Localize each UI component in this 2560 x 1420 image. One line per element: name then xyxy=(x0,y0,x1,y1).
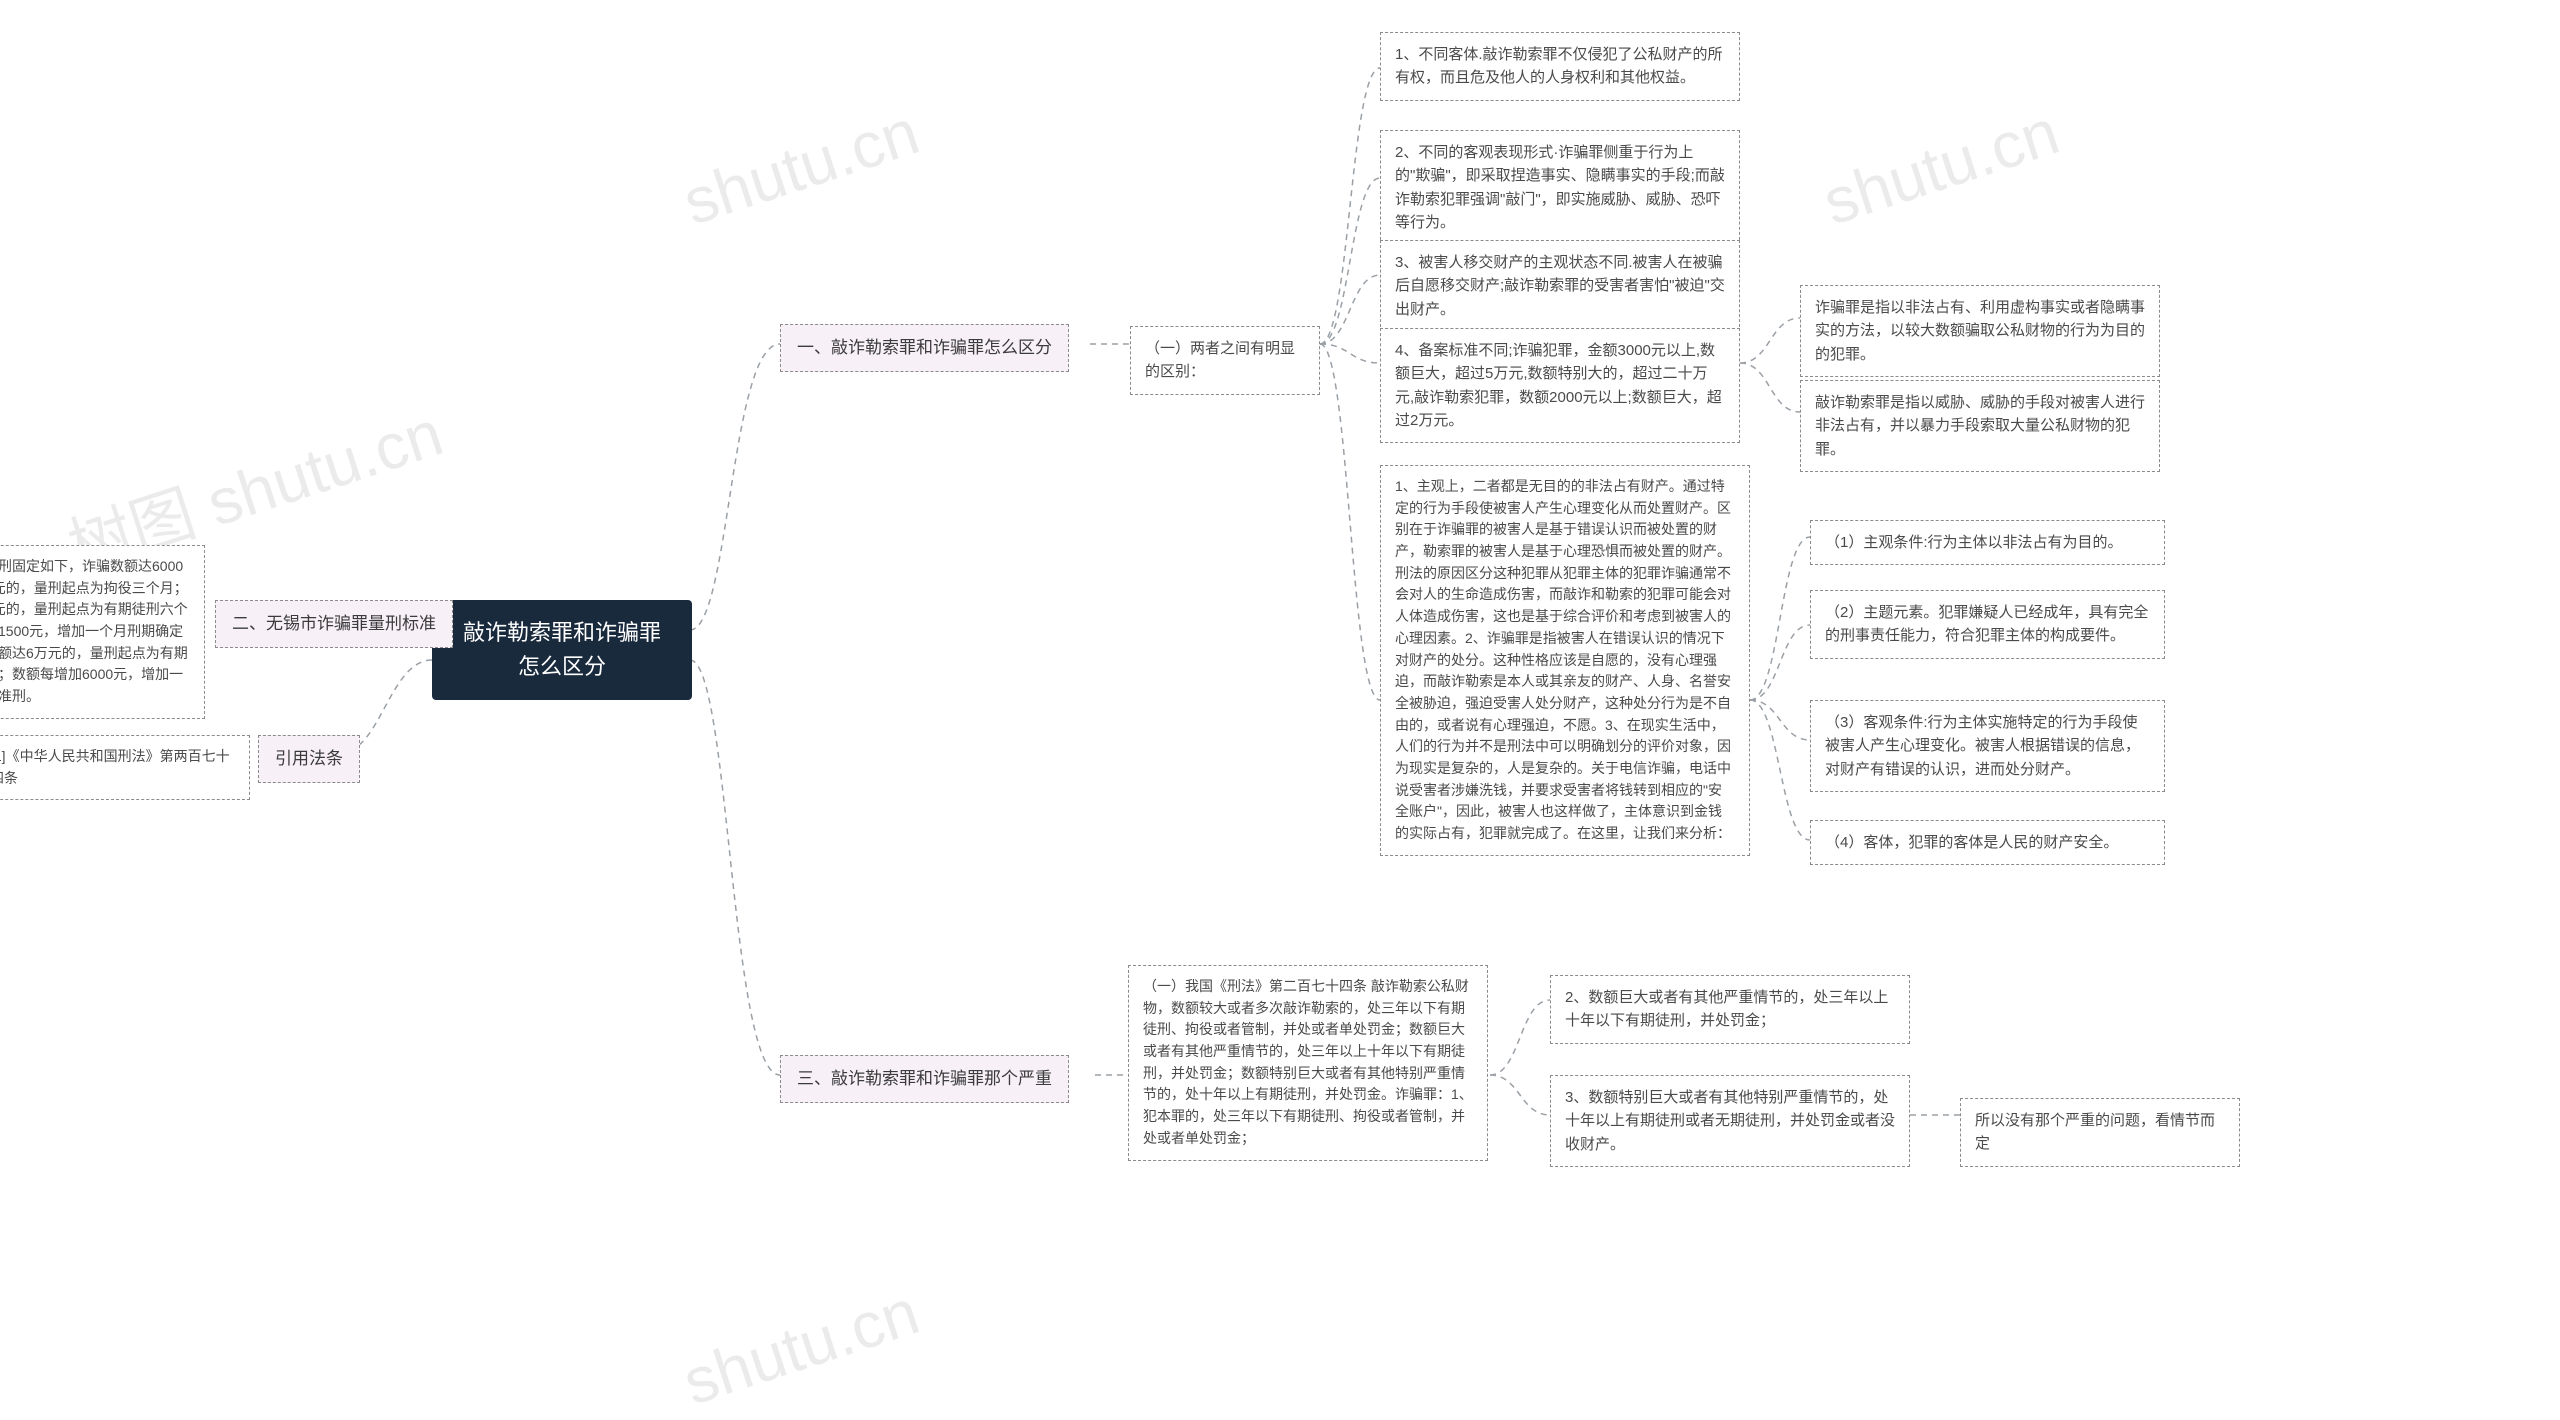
branch-section1[interactable]: 一、敲诈勒索罪和诈骗罪怎么区分 xyxy=(780,324,1069,372)
root-node[interactable]: 敲诈勒索罪和诈骗罪怎么区分 xyxy=(432,600,692,700)
section1-def1: 诈骗罪是指以非法占有、利用虚构事实或者隐瞒事实的方法，以较大数额骗取公私财物的行… xyxy=(1800,285,2160,377)
section1-item4: 4、备案标准不同;诈骗犯罪，金额3000元以上,数额巨大，超过5万元,数额特别大… xyxy=(1380,328,1740,443)
section1-sub: （一）两者之间有明显的区别： xyxy=(1130,326,1320,395)
section1-item1: 1、不同客体.敲诈勒索罪不仅侵犯了公私财产的所有权，而且危及他人的人身权利和其他… xyxy=(1380,32,1740,101)
section1-def2: 敲诈勒索罪是指以威胁、威胁的手段对被害人进行非法占有，并以暴力手段索取大量公私财… xyxy=(1800,380,2160,472)
section1-item3: 3、被害人移交财产的主观状态不同.被害人在被骗后自愿移交财产;敲诈勒索罪的受害者… xyxy=(1380,240,1740,332)
section1-item2: 2、不同的客观表现形式·诈骗罪侧重于行为上的"欺骗"，即采取捏造事实、隐瞒事实的… xyxy=(1380,130,1740,245)
branch-section3[interactable]: 三、敲诈勒索罪和诈骗罪那个严重 xyxy=(780,1055,1069,1103)
branch-lawref[interactable]: 引用法条 xyxy=(258,735,360,783)
connectors xyxy=(0,0,2560,1403)
branch-section2[interactable]: 二、无锡市诈骗罪量刑标准 xyxy=(215,600,453,648)
section1-cond2: （2）主题元素。犯罪嫌疑人已经成年，具有完全的刑事责任能力，符合犯罪主体的构成要… xyxy=(1810,590,2165,659)
watermark: shutu.cn xyxy=(674,94,927,239)
section3-extra2: 3、数额特别巨大或者有其他特别严重情节的，处十年以上有期徒刑或者无期徒刑，并处罚… xyxy=(1550,1075,1910,1167)
section3-conclusion: 所以没有那个严重的问题，看情节而定 xyxy=(1960,1098,2240,1167)
section1-cond1: （1）主观条件:行为主体以非法占有为目的。 xyxy=(1810,520,2165,565)
section3-extra1: 2、数额巨大或者有其他严重情节的，处三年以上十年以下有期徒刑，并处罚金； xyxy=(1550,975,1910,1044)
detail-lawref: [1]《中华人民共和国刑法》第两百七十四条 xyxy=(0,735,250,800)
section1-bigbox: 1、主观上，二者都是无目的的非法占有财产。通过特定的行为手段使被害人产生心理变化… xyxy=(1380,465,1750,856)
detail-section2: 无锡市诈骗罪量刑固定如下，诈骗数额达6000元以上不满2万元的，量刑起点为拘役三… xyxy=(0,545,205,719)
section1-cond3: （3）客观条件:行为主体实施特定的行为手段使被害人产生心理变化。被害人根据错误的… xyxy=(1810,700,2165,792)
watermark: shutu.cn xyxy=(674,1274,927,1419)
section3-mainbox: （一）我国《刑法》第二百七十四条 敲诈勒索公私财物，数额较大或者多次敲诈勒索的，… xyxy=(1128,965,1488,1161)
section1-cond4: （4）客体，犯罪的客体是人民的财产安全。 xyxy=(1810,820,2165,865)
watermark: shutu.cn xyxy=(1814,94,2067,239)
